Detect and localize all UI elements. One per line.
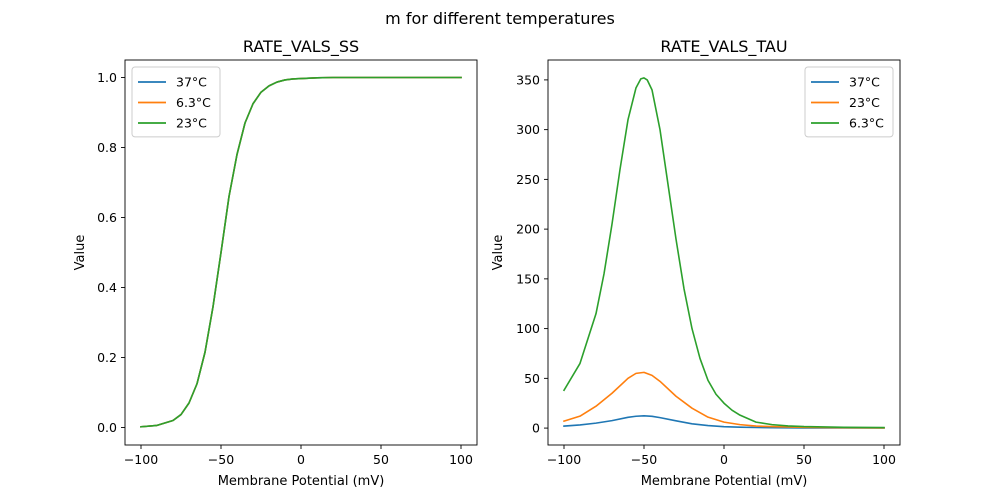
y-tick-label: 50: [524, 371, 540, 386]
y-tick-label: 0.0: [97, 420, 117, 435]
series-lines: [562, 77, 885, 429]
x-tick-label: −50: [208, 452, 234, 467]
legend: 37°C 6.3°C 23°C: [131, 66, 221, 138]
x-tick-label: 0: [297, 452, 305, 467]
chart-title: RATE_VALS_TAU: [660, 37, 787, 57]
x-axis-label: Membrane Potential (mV): [218, 474, 385, 489]
legend-label: 37°C: [176, 75, 207, 90]
series-line-3: [140, 76, 462, 428]
x-tick-label: 0: [720, 452, 728, 467]
x-tick-label: −100: [547, 452, 581, 467]
y-tick-label: 200: [516, 222, 540, 237]
x-axis-label: Membrane Potential (mV): [641, 474, 808, 489]
figure-suptitle: m for different temperatures: [385, 9, 615, 28]
legend: 37°C 23°C 6.3°C: [804, 66, 894, 138]
chart-panel-2: RATE_VALS_TAU −100 −50 0 50 100 0 50 100 150 200 25…: [491, 37, 901, 489]
legend-label: 37°C: [849, 75, 880, 90]
y-tick-label: 300: [516, 122, 540, 137]
legend-label: 6.3°C: [176, 95, 211, 110]
legend-box: [131, 66, 221, 138]
y-axis-label: Value: [491, 235, 506, 271]
legend-label: 23°C: [849, 95, 880, 110]
series-line-3: [562, 77, 885, 429]
x-tick-label: −100: [124, 452, 158, 467]
y-tick-label: 0.6: [97, 210, 117, 225]
chart-title: RATE_VALS_SS: [243, 37, 359, 57]
series-lines: [140, 76, 462, 428]
y-tick-label: 100: [516, 321, 540, 336]
y-axis-label: Value: [73, 235, 88, 271]
series-line-2: [562, 371, 885, 429]
y-tick-label: 0.8: [97, 140, 117, 155]
legend-label: 6.3°C: [849, 116, 884, 131]
series-line-1: [563, 415, 885, 429]
y-tick-label: 350: [516, 72, 540, 87]
y-tick-label: 250: [516, 172, 540, 187]
y-tick-label: 0.4: [97, 280, 117, 295]
y-tick-label: 0.2: [97, 350, 117, 365]
chart-panel-1: RATE_VALS_SS −100 −50 0 50 100 0.0 0.2 0.4 0.6 0.8…: [73, 37, 478, 489]
x-tick-label: 50: [373, 452, 389, 467]
legend-box: [804, 66, 894, 138]
x-tick-label: 50: [796, 452, 812, 467]
y-tick-label: 1.0: [97, 70, 117, 85]
y-tick-label: 0: [532, 421, 540, 436]
y-tick-label: 150: [516, 271, 540, 286]
x-tick-label: −50: [631, 452, 657, 467]
x-tick-label: 100: [872, 452, 896, 467]
legend-label: 23°C: [176, 116, 207, 131]
x-tick-label: 100: [449, 452, 473, 467]
